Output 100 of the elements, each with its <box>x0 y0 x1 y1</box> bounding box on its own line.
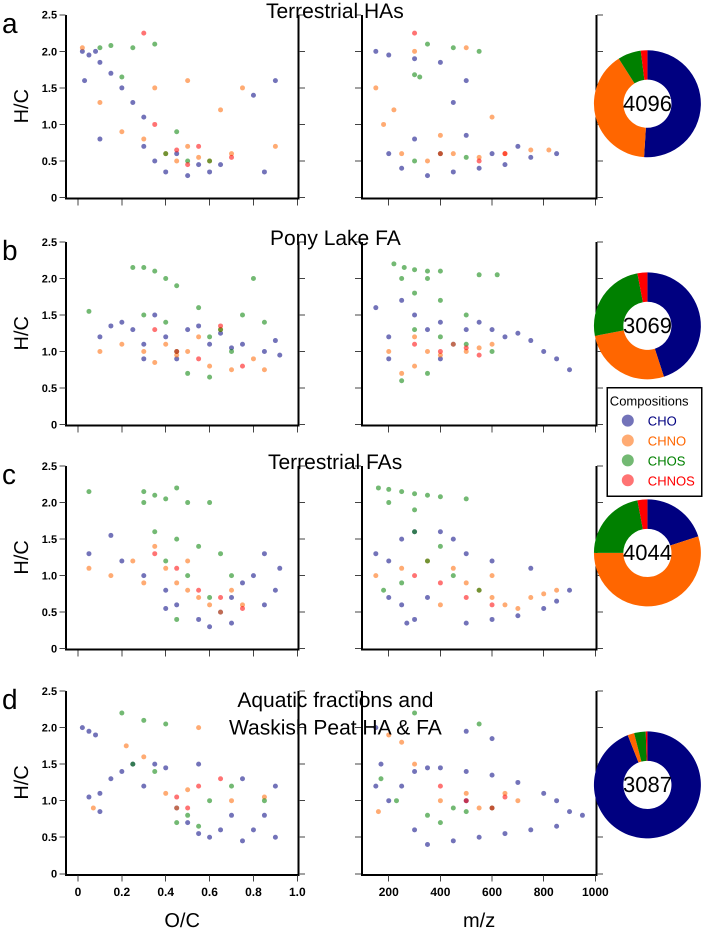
point <box>417 74 422 80</box>
point <box>207 334 212 340</box>
point <box>515 144 520 149</box>
chart-title: Pony Lake FA <box>270 227 401 250</box>
point <box>108 43 114 48</box>
point <box>185 500 190 506</box>
point <box>196 784 202 789</box>
point <box>196 154 202 160</box>
point <box>196 595 202 600</box>
donut-slice <box>647 499 698 546</box>
point <box>108 70 114 76</box>
point <box>399 276 404 281</box>
point <box>240 580 245 586</box>
legend-label: CHO <box>648 414 677 429</box>
point <box>476 48 482 54</box>
point <box>464 132 469 138</box>
point <box>262 320 267 325</box>
point <box>412 768 418 774</box>
point <box>262 367 267 372</box>
point <box>82 78 88 84</box>
point <box>438 529 443 534</box>
point <box>229 154 234 160</box>
point <box>490 573 495 578</box>
x-axis-title: m/z <box>463 910 496 932</box>
point <box>185 370 190 376</box>
point <box>476 320 482 325</box>
y-tick-label: 0 <box>50 644 58 656</box>
point <box>250 92 256 98</box>
point <box>272 588 278 593</box>
point <box>174 566 180 571</box>
point <box>163 721 168 726</box>
point <box>490 151 495 156</box>
point <box>119 342 124 347</box>
point <box>207 374 212 380</box>
point <box>476 166 482 171</box>
point <box>412 267 418 272</box>
point <box>185 173 190 178</box>
point <box>119 74 124 80</box>
point <box>464 768 469 774</box>
x-tick-label: 200 <box>378 884 400 899</box>
point <box>476 345 482 350</box>
point <box>399 151 404 156</box>
point <box>229 367 234 372</box>
point <box>97 790 102 796</box>
legend-label: CHNOS <box>648 473 696 488</box>
point <box>124 743 129 748</box>
point <box>464 728 469 734</box>
point <box>438 60 443 65</box>
point <box>373 551 378 556</box>
y-tick-label: 0.5 <box>42 156 58 168</box>
point <box>141 265 146 270</box>
point <box>580 812 585 818</box>
y-tick-label: 2.5 <box>42 686 58 698</box>
point <box>141 573 146 578</box>
point <box>490 558 495 564</box>
y-tick-label: 2.0 <box>42 46 58 58</box>
point <box>412 573 418 578</box>
point <box>438 334 443 340</box>
point <box>277 566 282 571</box>
point <box>554 588 560 593</box>
point <box>97 809 102 814</box>
point <box>394 798 399 804</box>
point <box>438 268 443 274</box>
x-tick-label: 600 <box>482 884 502 899</box>
point <box>476 352 482 358</box>
point <box>218 551 224 556</box>
point <box>399 602 404 608</box>
point <box>262 602 267 608</box>
point <box>141 30 146 36</box>
point <box>262 169 267 174</box>
point <box>163 334 168 340</box>
point <box>80 725 85 730</box>
point <box>240 312 245 318</box>
point <box>502 602 508 608</box>
point <box>130 558 136 564</box>
point <box>438 784 443 789</box>
point <box>450 806 456 811</box>
point <box>424 268 430 274</box>
point <box>207 169 212 174</box>
point <box>152 42 158 47</box>
y-tick-label: 1.5 <box>42 534 58 546</box>
point <box>567 367 572 372</box>
point <box>381 122 386 127</box>
point <box>378 776 384 782</box>
point <box>174 580 180 586</box>
point <box>528 595 534 600</box>
point <box>399 566 404 571</box>
y-tick-label: 0 <box>50 192 58 204</box>
point <box>262 798 267 804</box>
point <box>229 798 234 804</box>
point <box>141 580 146 586</box>
point <box>464 551 469 556</box>
x-tick-label: 0.6 <box>201 884 218 899</box>
point <box>185 588 190 593</box>
point <box>196 162 202 168</box>
y-axis-title: H/C <box>10 765 33 800</box>
y-axis-title: H/C <box>10 88 33 124</box>
chart-title: Terrestrial HAs <box>266 0 404 23</box>
point <box>412 491 418 496</box>
point <box>196 144 202 149</box>
